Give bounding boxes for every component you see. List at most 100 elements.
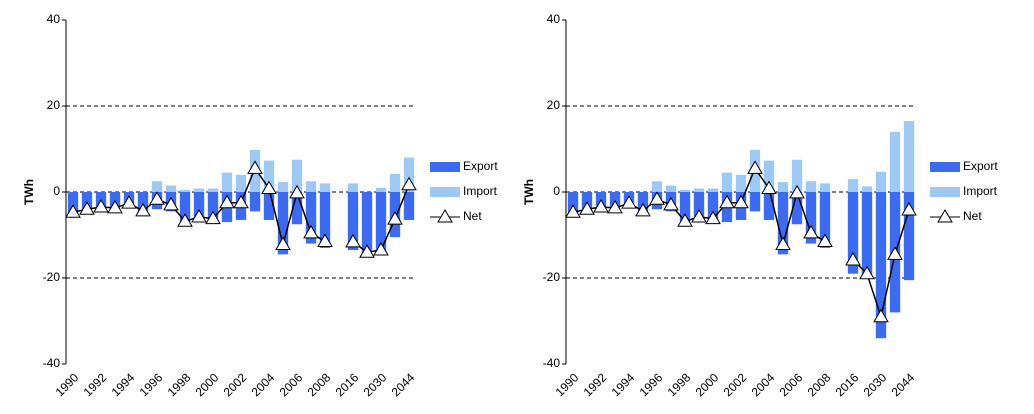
- x-tick-label: 1996: [137, 370, 166, 399]
- x-tick-label: 2000: [693, 370, 722, 399]
- bar: [819, 183, 831, 192]
- bar: [291, 192, 303, 225]
- x-tick-label: 2016: [333, 370, 362, 399]
- x-tick-label: 2030: [861, 370, 890, 399]
- x-tick-label: 2016: [833, 370, 862, 399]
- bar: [889, 131, 901, 192]
- legend-label: Net: [963, 209, 982, 223]
- bar: [291, 159, 303, 192]
- y-tick-label: -20: [543, 270, 561, 284]
- net-marker: [789, 184, 805, 199]
- bar: [403, 157, 415, 192]
- net-marker: [747, 160, 763, 174]
- net-marker: [733, 194, 749, 209]
- bar: [721, 172, 733, 192]
- bar: [749, 192, 761, 212]
- bar: [305, 181, 317, 192]
- y-tick-label: 40: [47, 12, 61, 26]
- net-marker: [135, 202, 151, 217]
- bar: [819, 192, 831, 248]
- net-marker: [635, 202, 651, 217]
- x-tick-label: 1990: [553, 370, 582, 399]
- net-marker: [149, 191, 165, 205]
- bar: [137, 192, 149, 212]
- bar: [165, 185, 177, 192]
- bar: [347, 192, 359, 251]
- net-marker: [565, 204, 581, 218]
- net-marker: [593, 199, 609, 213]
- x-tick-label: 2004: [249, 370, 278, 399]
- x-tick-label: 1998: [165, 370, 194, 399]
- bar: [305, 192, 317, 244]
- net-marker: [677, 213, 693, 227]
- legend-label: Import: [463, 184, 498, 198]
- bar: [847, 179, 859, 192]
- net-marker: [79, 201, 95, 215]
- net-marker: [579, 201, 595, 215]
- x-tick-label: 2002: [721, 370, 750, 399]
- bar: [389, 173, 401, 192]
- bar: [805, 192, 817, 244]
- x-tick-label: 1992: [581, 370, 610, 399]
- bar: [763, 160, 775, 192]
- net-marker: [817, 233, 833, 247]
- bar: [263, 160, 275, 192]
- x-tick-label: 2030: [361, 370, 390, 399]
- x-tick-label: 2044: [889, 370, 918, 399]
- bar: [735, 174, 747, 192]
- legend-label: Net: [463, 209, 482, 223]
- bar: [179, 189, 191, 192]
- net-marker: [663, 196, 679, 211]
- bar: [847, 192, 859, 274]
- bar: [193, 192, 205, 220]
- net-marker: [775, 236, 791, 250]
- bar: [763, 192, 775, 220]
- x-tick-label: 1994: [109, 370, 138, 399]
- bar: [263, 192, 275, 220]
- bar: [637, 192, 649, 212]
- x-tick-label: 1996: [637, 370, 666, 399]
- x-tick-label: 2002: [221, 370, 250, 399]
- x-tick-label: 2006: [277, 370, 306, 399]
- net-marker: [233, 194, 249, 209]
- x-tick-label: 2008: [305, 370, 334, 399]
- net-marker: [177, 213, 193, 227]
- bar: [581, 192, 593, 210]
- net-marker: [247, 160, 263, 174]
- net-marker: [705, 210, 721, 225]
- bar: [193, 188, 205, 192]
- net-marker: [107, 199, 123, 214]
- bar: [207, 188, 219, 192]
- legend-marker: [937, 209, 953, 223]
- bar: [249, 192, 261, 212]
- bar: [665, 185, 677, 192]
- y-axis-label: TWh: [522, 179, 536, 205]
- legend-label: Import: [963, 184, 998, 198]
- net-marker: [873, 308, 889, 323]
- bar: [319, 183, 331, 192]
- y-tick-label: 40: [547, 12, 561, 26]
- bar: [805, 181, 817, 192]
- net-marker: [345, 233, 361, 248]
- y-axis-label: TWh: [22, 179, 36, 205]
- net-marker: [219, 194, 235, 209]
- bar: [151, 181, 163, 192]
- net-marker: [859, 265, 875, 280]
- net-marker: [691, 208, 707, 223]
- legend-swatch: [930, 162, 960, 172]
- net-marker: [887, 246, 903, 260]
- y-tick-label: 0: [553, 184, 560, 198]
- bar: [707, 188, 719, 192]
- bar: [221, 172, 233, 192]
- bar: [361, 192, 373, 253]
- bar: [903, 192, 915, 281]
- net-marker: [163, 196, 179, 211]
- legend-swatch: [930, 187, 960, 197]
- bar: [707, 192, 719, 223]
- net-marker: [275, 236, 291, 250]
- x-tick-label: 2006: [777, 370, 806, 399]
- bar: [791, 159, 803, 192]
- net-marker: [317, 233, 333, 247]
- net-marker: [649, 191, 665, 205]
- y-tick-label: -20: [43, 270, 61, 284]
